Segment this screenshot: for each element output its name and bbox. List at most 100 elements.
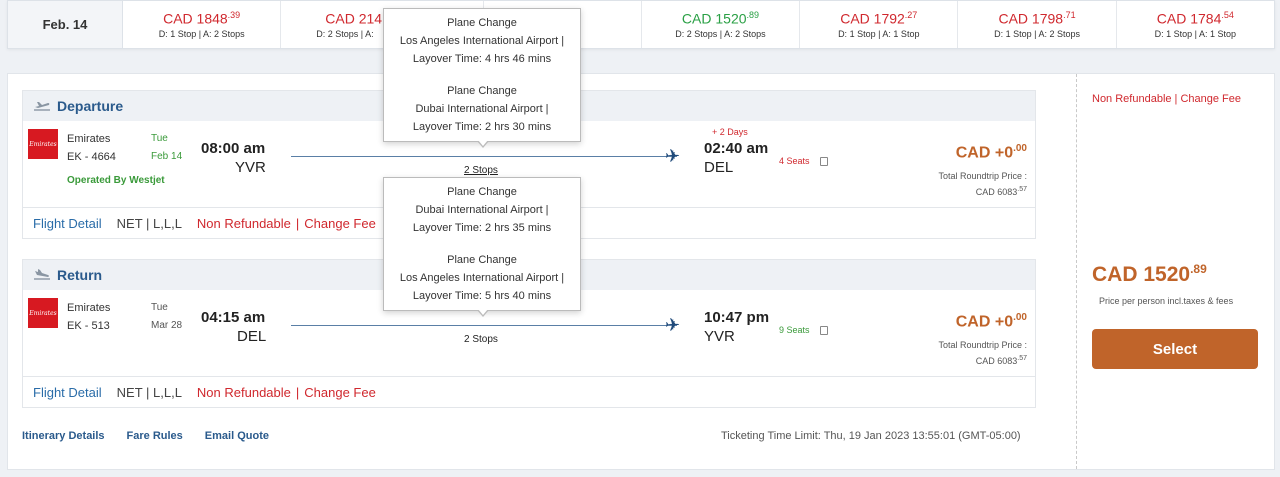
change-fee-link[interactable]: Change Fee	[304, 384, 376, 400]
fare-rules-link[interactable]: Fare Rules	[126, 430, 183, 442]
layover-airport: Dubai International Airport |	[415, 103, 549, 115]
departure-title: Departure	[57, 98, 124, 114]
layover-block: Plane Change Los Angeles International A…	[388, 14, 576, 68]
select-button[interactable]: Select	[1092, 329, 1258, 369]
layover-airport: Los Angeles International Airport |	[399, 35, 565, 47]
date-cell[interactable]	[484, 1, 642, 48]
departure-airport: DEL	[237, 328, 267, 345]
total-roundtrip-label: Total Roundtrip Price :	[938, 340, 1027, 350]
arrival-time: 02:40 am	[704, 140, 769, 157]
vertical-divider	[1076, 74, 1077, 469]
departure-time: 04:15 am	[201, 309, 266, 326]
operated-by: Operated By Westjet	[67, 175, 165, 186]
date-cell[interactable]: CAD 1792.27 D: 1 Stop | A: 1 Stop	[800, 1, 959, 48]
plane-icon: ✈	[665, 315, 681, 335]
date-cell[interactable]: CAD 1520.89 D: 2 Stops | A: 2 Stops	[642, 1, 801, 48]
fare-basis: NET | L,L,L	[116, 215, 182, 231]
tooltip-arrow	[477, 140, 489, 148]
date-label: Feb. 14	[8, 1, 123, 48]
separator: |	[295, 384, 300, 400]
return-body: Emirates Emirates EK - 513 Tue Mar 28 04…	[23, 290, 1035, 377]
baggage-icon	[820, 326, 828, 335]
stops-link[interactable]: 2 Stops	[464, 334, 498, 345]
date-cell-stops: D: 1 Stop | A: 2 Stops	[158, 29, 245, 40]
ticketing-time-limit: Ticketing Time Limit: Thu, 19 Jan 2023 1…	[721, 430, 1021, 442]
change-fee-link[interactable]: Change Fee	[304, 215, 376, 231]
date-cell-price: CAD 1798.71	[998, 9, 1076, 27]
separator: |	[295, 215, 300, 231]
leg-price: CAD +0.00	[955, 143, 1027, 162]
airline-name: Emirates	[67, 302, 111, 314]
emirates-logo: Emirates	[28, 298, 58, 328]
departure-footer: Flight Detail NET | L,L,L Non Refundable…	[23, 208, 1035, 238]
price-per-person-note: Price per person incl.taxes & fees	[1099, 296, 1234, 306]
date-cell[interactable]: CAD 1798.71 D: 1 Stop | A: 2 Stops	[958, 1, 1117, 48]
layover-time: Layover Time: 4 hrs 46 mins	[412, 53, 552, 65]
return-day: Tue	[151, 302, 168, 313]
arrival-airport: DEL	[704, 159, 734, 176]
landing-icon	[34, 269, 50, 280]
flight-detail-link[interactable]: Flight Detail	[33, 384, 102, 400]
total-roundtrip-value: CAD 6083.57	[975, 355, 1027, 366]
departure-day: Tue	[151, 133, 168, 144]
flight-number: EK - 4664	[67, 151, 116, 163]
stops-link[interactable]: 2 Stops	[464, 165, 498, 176]
emirates-logo: Emirates	[28, 129, 58, 159]
email-quote-link[interactable]: Email Quote	[204, 430, 269, 442]
date-cell-stops: D: 2 Stops | A:	[316, 29, 374, 40]
non-refundable-link[interactable]: Non Refundable	[196, 215, 291, 231]
layover-title: Plane Change	[447, 186, 517, 198]
layover-title: Plane Change	[447, 254, 517, 266]
itinerary-details-link[interactable]: Itinerary Details	[22, 430, 105, 442]
stops-tooltip: Plane Change Los Angeles International A…	[383, 8, 581, 148]
layover-block: Plane Change Dubai International Airport…	[388, 183, 576, 237]
takeoff-icon	[34, 102, 50, 111]
date-cell-price: CAD 1784.54	[1156, 9, 1234, 27]
total-price: CAD 1520.89	[1092, 262, 1207, 286]
layover-title: Plane Change	[447, 85, 517, 97]
departure-airport: YVR	[235, 159, 266, 176]
flight-detail-link[interactable]: Flight Detail	[33, 215, 102, 231]
refund-policy: Non Refundable | Change Fee	[1092, 93, 1242, 105]
tooltip-arrow	[477, 309, 489, 317]
airline-name: Emirates	[67, 133, 111, 145]
stops-tooltip: Plane Change Dubai International Airport…	[383, 177, 581, 317]
arrival-time: 10:47 pm	[704, 309, 770, 326]
total-roundtrip-value: CAD 6083.57	[975, 186, 1027, 197]
non-refundable-link[interactable]: Non Refundable	[196, 384, 291, 400]
date-cell[interactable]: CAD 1784.54 D: 1 Stop | A: 1 Stop	[1117, 1, 1274, 48]
date-cell[interactable]: CAD 1848.39 D: 1 Stop | A: 2 Stops	[123, 1, 282, 48]
date-cell-price: CAD 1520.89	[681, 9, 760, 27]
baggage-icon	[820, 157, 828, 166]
date-cell-stops: D: 1 Stop | A: 2 Stops	[994, 29, 1080, 40]
date-cell-stops: D: 2 Stops | A: 2 Stops	[675, 29, 766, 40]
layover-block: Plane Change Dubai International Airport…	[388, 82, 576, 136]
date-cell-stops: D: 1 Stop | A: 1 Stop	[838, 29, 920, 40]
date-cell-stops: D: 1 Stop | A: 1 Stop	[1154, 29, 1237, 40]
date-cell-price: CAD 214	[325, 10, 383, 27]
departure-date: Feb 14	[151, 151, 183, 162]
flight-number: EK - 513	[67, 320, 110, 332]
layover-time: Layover Time: 5 hrs 40 mins	[412, 290, 552, 302]
route-line	[291, 156, 677, 157]
return-title: Return	[57, 267, 103, 283]
departure-time: 08:00 am	[201, 140, 266, 157]
layover-title: Plane Change	[447, 17, 517, 29]
seats-left: 9 Seats	[779, 325, 810, 335]
leg-price: CAD +0.00	[955, 312, 1027, 331]
total-roundtrip-label: Total Roundtrip Price :	[938, 171, 1027, 181]
return-footer: Flight Detail NET | L,L,L Non Refundable…	[23, 377, 1035, 407]
plus-days: + 2 Days	[712, 127, 748, 137]
date-cell-price: CAD 1848.39	[163, 9, 241, 27]
layover-time: Layover Time: 2 hrs 35 mins	[412, 222, 552, 234]
layover-block: Plane Change Los Angeles International A…	[388, 251, 576, 305]
date-cell-price: CAD 1792.27	[840, 9, 918, 27]
bottom-links: Itinerary Details Fare Rules Email Quote	[22, 430, 269, 442]
plane-icon: ✈	[665, 146, 681, 166]
arrival-airport: YVR	[704, 328, 735, 345]
flight-result-card: Departure Emirates Emirates EK - 4664 Op…	[7, 73, 1275, 470]
layover-time: Layover Time: 2 hrs 30 mins	[412, 121, 552, 133]
date-strip: Feb. 14 CAD 1848.39 D: 1 Stop | A: 2 Sto…	[7, 0, 1275, 49]
fare-basis: NET | L,L,L	[116, 384, 182, 400]
seats-left: 4 Seats	[779, 156, 810, 166]
